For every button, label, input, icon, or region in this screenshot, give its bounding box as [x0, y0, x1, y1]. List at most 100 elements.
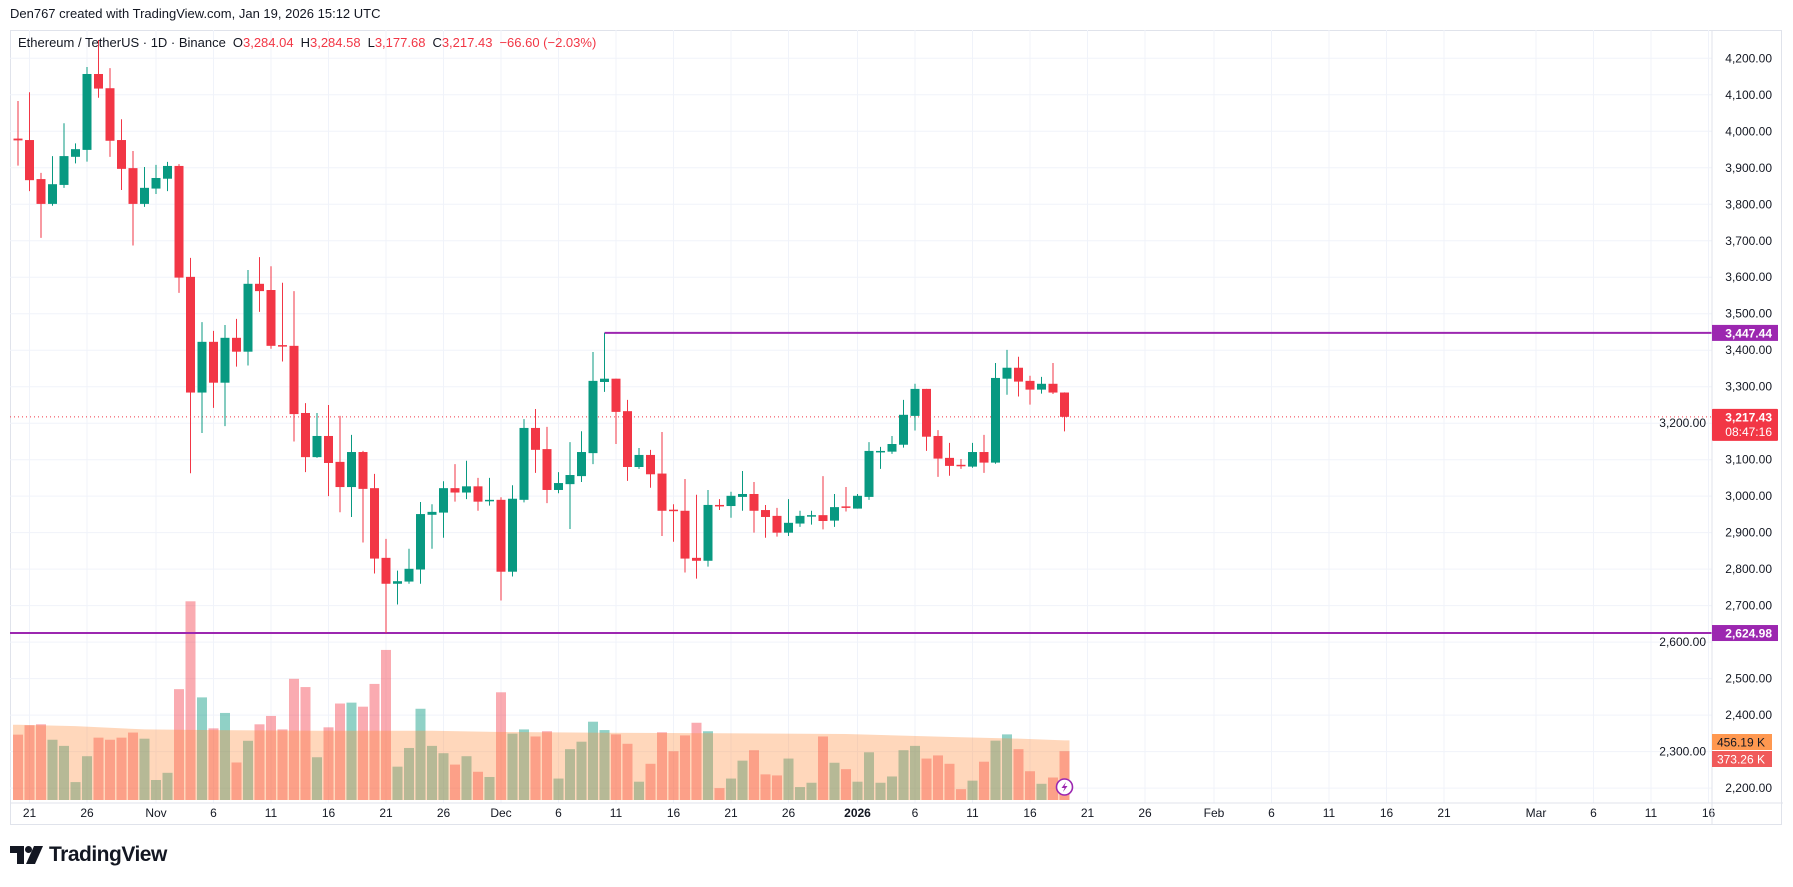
candle-body	[715, 504, 724, 507]
close-label: C	[432, 35, 442, 50]
horizontal-line-label: 3,447.44	[1725, 326, 1772, 340]
volume-bar	[737, 760, 748, 800]
candle	[726, 491, 736, 518]
candle	[1060, 392, 1069, 432]
close-value: 3,217.43	[441, 35, 493, 50]
candle-body	[48, 184, 57, 204]
candle-body	[761, 510, 770, 517]
tradingview-logo-text: TradingView	[49, 843, 167, 866]
candle	[59, 123, 69, 188]
volume-bar	[174, 689, 184, 800]
candle-body	[186, 276, 195, 393]
candle-body	[772, 515, 782, 533]
candle-body	[485, 499, 494, 502]
candle	[565, 442, 575, 530]
candle-body	[255, 283, 264, 292]
volume-bar	[346, 702, 357, 800]
candle-body	[105, 88, 115, 141]
time-tick-label: 21	[23, 806, 37, 820]
candle-body	[13, 138, 23, 141]
time-tick-label: 21	[1081, 806, 1095, 820]
low-label: L	[367, 35, 375, 50]
horizontal-lines	[10, 331, 1712, 635]
volume-bar	[565, 749, 575, 800]
time-tick-label: 6	[1268, 806, 1275, 820]
candle-body	[289, 345, 299, 415]
candle-body	[462, 486, 471, 493]
high-label: H	[300, 35, 310, 50]
volume-bar	[162, 772, 173, 800]
candle	[853, 493, 862, 509]
candle-body	[312, 435, 322, 458]
change-value: −66.60 (−2.03%)	[499, 35, 597, 50]
candle	[393, 570, 402, 605]
candle	[864, 442, 874, 500]
candle	[577, 431, 586, 482]
candle	[358, 450, 368, 543]
volume-bar	[933, 755, 943, 800]
volume-bar	[128, 732, 138, 800]
price-tick-label: 2,900.00	[1725, 526, 1772, 540]
volume-bar	[82, 756, 92, 800]
candle-body	[439, 488, 448, 513]
candle	[48, 156, 57, 206]
volume-bar	[231, 762, 242, 800]
candle	[255, 257, 264, 312]
candle	[611, 378, 621, 444]
candle	[381, 538, 391, 634]
candle	[301, 403, 310, 473]
symbol-title[interactable]: Ethereum / TetherUS · 1D · Binance	[18, 35, 226, 50]
time-tick-label: 21	[1437, 806, 1451, 820]
volume-bar	[864, 752, 874, 800]
volume-bar	[990, 740, 1001, 800]
volume-bar	[542, 731, 552, 800]
last-price-badge	[1712, 408, 1778, 441]
candle	[416, 502, 425, 584]
volume-bar	[668, 751, 679, 800]
candle-body	[404, 568, 414, 582]
candle-body	[887, 443, 897, 452]
candle-body	[209, 341, 218, 383]
candle-body	[922, 388, 931, 437]
candle	[519, 419, 529, 503]
volume-bar	[438, 753, 449, 800]
candle-body	[416, 514, 425, 570]
open-label: O	[232, 35, 243, 50]
candle	[117, 119, 126, 191]
candle	[278, 282, 287, 362]
candle	[542, 426, 552, 504]
candle	[956, 458, 966, 469]
time-tick-label: 11	[1323, 806, 1336, 820]
candle	[887, 435, 897, 454]
candle-body	[784, 522, 793, 533]
candle-body	[473, 486, 483, 502]
candle-body	[899, 414, 908, 445]
candle	[25, 92, 34, 192]
candle-body	[450, 488, 460, 493]
price-tick-label: 3,000.00	[1725, 489, 1772, 503]
candle	[646, 449, 655, 488]
candle-body	[232, 337, 241, 352]
volume-bar	[70, 782, 81, 800]
volume-bar	[806, 782, 817, 800]
candles	[13, 40, 1069, 634]
candle	[186, 257, 195, 474]
lightning-icon[interactable]	[1055, 778, 1074, 796]
volume-bar	[1013, 749, 1024, 800]
volume-bar	[139, 738, 150, 800]
tradingview-logo-icon	[10, 846, 43, 864]
candle-body	[324, 435, 333, 463]
tradingview-logo[interactable]: TradingView	[10, 843, 167, 867]
volume-bar	[703, 731, 713, 800]
candle	[795, 510, 805, 527]
candle-body	[117, 140, 126, 169]
volume-bar	[622, 743, 633, 800]
candle-body	[393, 581, 402, 584]
time-tick-label: 6	[1590, 806, 1597, 820]
candle	[841, 487, 851, 512]
candle	[634, 448, 644, 469]
volume-bar	[151, 780, 161, 800]
candle-body	[864, 450, 874, 497]
volume-bar	[381, 649, 391, 800]
